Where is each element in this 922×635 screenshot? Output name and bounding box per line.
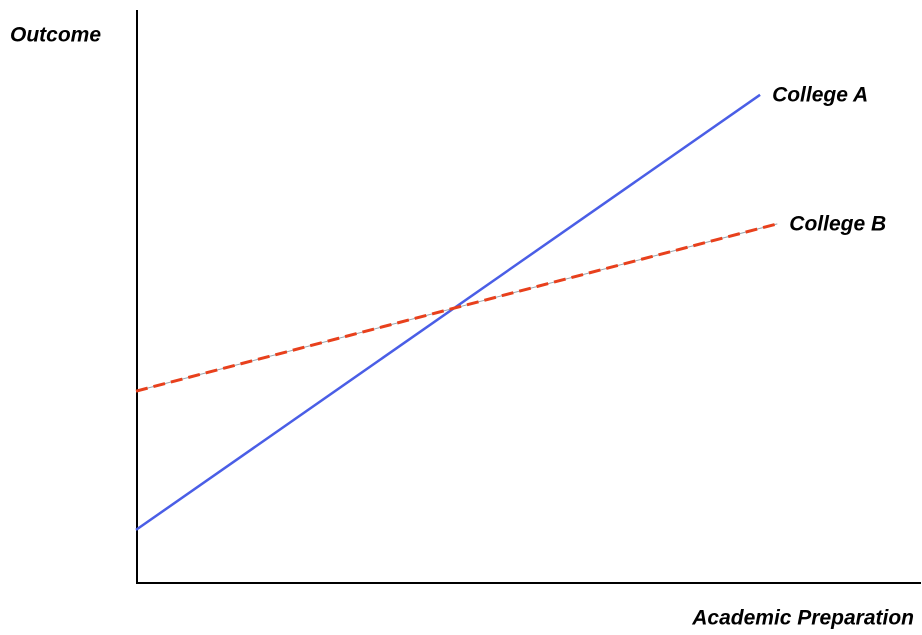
series-line	[135, 93, 761, 531]
series-line	[135, 222, 778, 393]
series-label: College B	[789, 212, 886, 235]
x-axis-label: Academic Preparation	[691, 607, 914, 630]
series-label: College A	[772, 83, 868, 106]
y-axis-label: Outcome	[10, 24, 101, 47]
